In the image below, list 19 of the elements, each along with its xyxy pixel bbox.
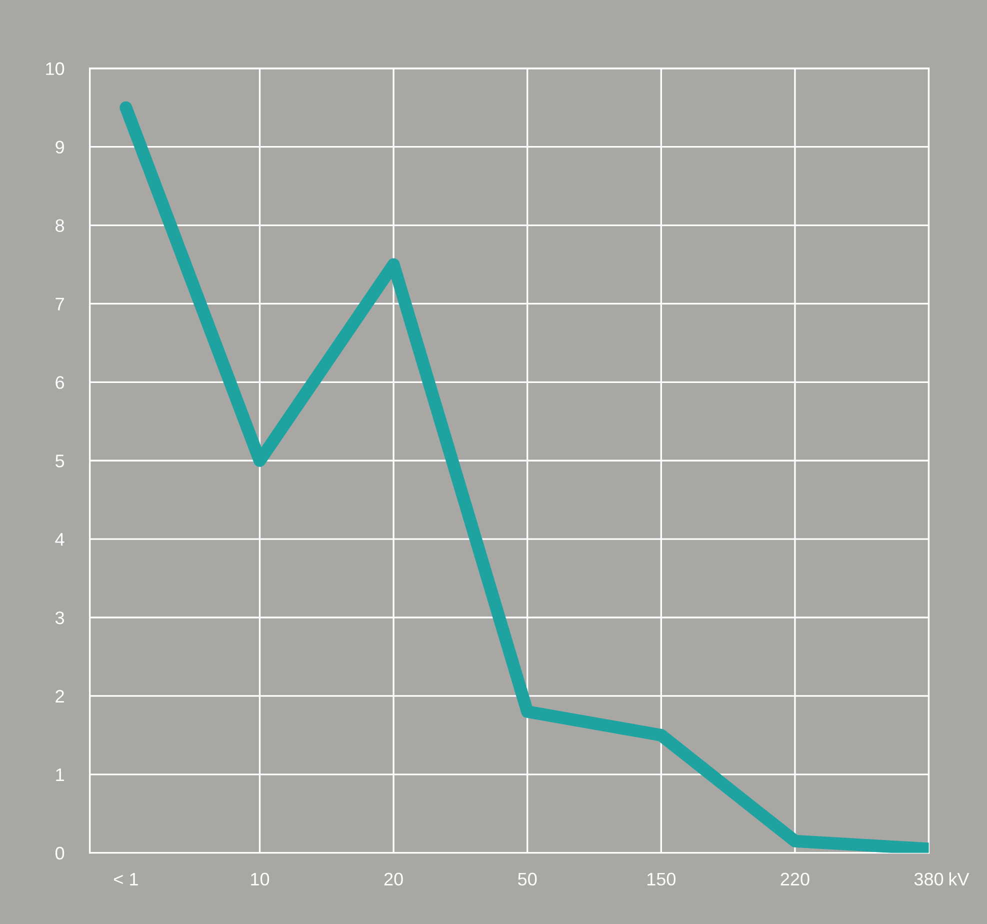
y-tick-label: 2 bbox=[56, 690, 64, 702]
x-tick-label: 10 bbox=[251, 872, 270, 886]
x-tick-label: 50 bbox=[518, 872, 537, 886]
y-tick-label: 5 bbox=[56, 454, 64, 468]
x-tick-label: 20 bbox=[384, 872, 403, 886]
y-tick-label: 6 bbox=[56, 376, 64, 389]
x-tick-label: 220 bbox=[780, 872, 810, 886]
y-tick-label: 10 bbox=[46, 62, 64, 76]
y-tick-label: 8 bbox=[56, 219, 64, 232]
x-axis-title: kV bbox=[949, 872, 970, 886]
y-tick-label: 3 bbox=[55, 611, 64, 624]
x-tick-label: 150 bbox=[647, 872, 676, 886]
x-tick-label: < 1 bbox=[114, 872, 138, 886]
y-tick-label: 7 bbox=[56, 298, 64, 310]
y-tick-label: 1 bbox=[56, 768, 64, 781]
y-tick-label: 9 bbox=[56, 140, 64, 154]
x-tick-label: 380 bbox=[914, 872, 944, 886]
y-tick-label: 0 bbox=[55, 846, 64, 860]
y-tick-label: 4 bbox=[55, 533, 64, 546]
